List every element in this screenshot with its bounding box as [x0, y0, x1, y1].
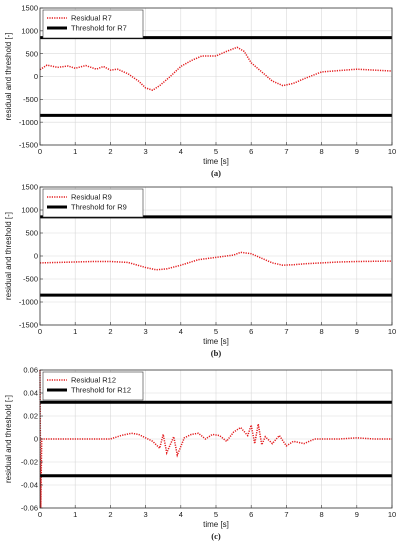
x-tick-label: 6	[249, 510, 253, 519]
x-tick-label: 4	[179, 510, 183, 519]
x-tick-label: 2	[108, 147, 112, 156]
legend-entry: Threshold for R9	[71, 203, 127, 212]
legend-box	[42, 371, 144, 401]
x-tick-label: 10	[388, 327, 396, 336]
y-axis-label: residual and threshold [-]	[4, 395, 13, 483]
x-tick-label: 8	[320, 147, 324, 156]
legend-box	[42, 9, 144, 39]
x-tick-label: 0	[38, 327, 42, 336]
x-tick-label: 5	[214, 510, 218, 519]
legend-entry: Threshold for R12	[71, 386, 131, 395]
x-tick-label: 5	[214, 327, 218, 336]
y-tick-label: -1500	[19, 141, 38, 150]
legend-entry: Threshold for R7	[71, 24, 127, 33]
y-tick-label: -1000	[19, 118, 38, 127]
y-tick-label: 0	[34, 435, 38, 444]
y-tick-label: 0.04	[23, 389, 38, 398]
panel-caption: (a)	[211, 168, 221, 178]
x-axis-label: time [s]	[203, 337, 229, 346]
x-tick-label: 6	[249, 327, 253, 336]
x-tick-label: 7	[284, 147, 288, 156]
x-tick-label: 1	[73, 510, 77, 519]
x-tick-label: 2	[108, 327, 112, 336]
y-tick-label: 1500	[21, 183, 38, 192]
x-tick-label: 7	[284, 510, 288, 519]
x-tick-label: 0	[38, 510, 42, 519]
y-axis-label: residual and threshold [-]	[4, 212, 13, 300]
panel-caption: (c)	[211, 531, 221, 541]
x-tick-label: 10	[388, 147, 396, 156]
x-tick-label: 2	[108, 510, 112, 519]
chart-panel-2: 0 1 2 3 4 5 6 7 8 9 10 -0.06 -0.04 -0.02 0 0.02 0.04 0.06…	[4, 366, 396, 541]
y-tick-label: 0.06	[23, 366, 38, 375]
x-tick-label: 3	[144, 510, 148, 519]
x-tick-label: 6	[249, 147, 253, 156]
y-tick-label: 0	[34, 252, 38, 261]
legend-box	[42, 188, 144, 218]
residual-series-line	[39, 251, 393, 271]
residual-series-line	[39, 369, 392, 509]
x-tick-label: 1	[73, 147, 77, 156]
x-tick-label: 4	[179, 327, 183, 336]
x-tick-label: 9	[355, 147, 359, 156]
x-tick-label: 8	[320, 327, 324, 336]
x-tick-label: 4	[179, 147, 183, 156]
x-tick-label: 9	[355, 327, 359, 336]
panel-caption: (b)	[211, 348, 222, 358]
residual-series-line	[39, 46, 393, 92]
y-tick-label: 0	[34, 72, 38, 81]
y-tick-label: -0.06	[21, 504, 38, 513]
x-tick-label: 8	[320, 510, 324, 519]
x-tick-label: 7	[284, 327, 288, 336]
y-tick-label: -500	[23, 95, 38, 104]
y-tick-label: -1500	[19, 321, 38, 330]
x-tick-label: 3	[144, 147, 148, 156]
x-tick-label: 5	[214, 147, 218, 156]
x-tick-label: 10	[388, 510, 396, 519]
chart-panel-0: 0 1 2 3 4 5 6 7 8 9 10 -1500 -1000 -500 0 500 1000 1500 ti…	[4, 4, 396, 178]
y-tick-label: 1000	[21, 206, 38, 215]
x-tick-label: 9	[355, 510, 359, 519]
legend-entry: Residual R12	[71, 376, 116, 385]
y-tick-label: -0.04	[21, 481, 38, 490]
y-tick-label: 0.02	[23, 412, 38, 421]
y-tick-label: 1000	[21, 26, 38, 35]
x-tick-label: 0	[38, 147, 42, 156]
x-tick-label: 3	[144, 327, 148, 336]
y-axis-label: residual and threshold [-]	[4, 32, 13, 120]
x-axis-label: time [s]	[203, 520, 229, 529]
x-axis-label: time [s]	[203, 157, 229, 166]
y-tick-label: 500	[25, 49, 38, 58]
chart-panel-1: 0 1 2 3 4 5 6 7 8 9 10 -1500 -1000 -500 0 500 1000 1500 ti…	[4, 183, 396, 358]
y-tick-label: -0.02	[21, 458, 38, 467]
y-tick-label: 500	[25, 229, 38, 238]
y-tick-label: 1500	[21, 4, 38, 13]
legend-entry: Residual R7	[71, 14, 112, 23]
legend-entry: Residual R9	[71, 193, 112, 202]
y-tick-label: -1000	[19, 298, 38, 307]
y-tick-label: -500	[23, 275, 38, 284]
x-tick-label: 1	[73, 327, 77, 336]
